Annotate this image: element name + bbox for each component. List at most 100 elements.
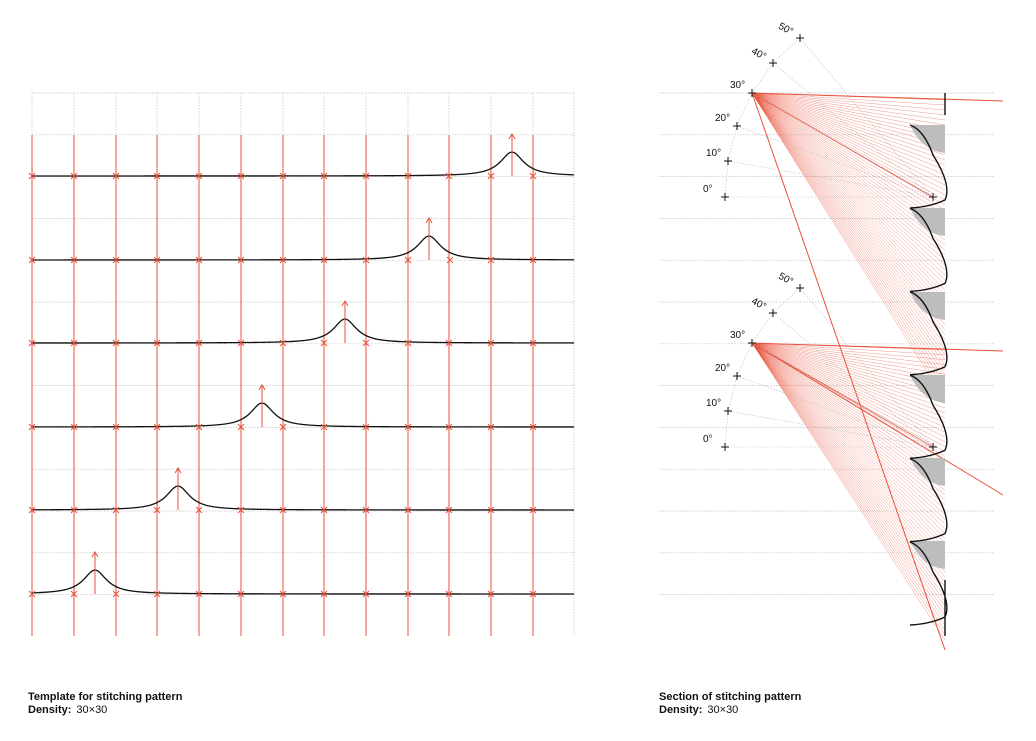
stitch-point-marker — [487, 590, 495, 598]
fabric-pocket — [910, 125, 945, 153]
fan-ray — [751, 92, 946, 326]
stitch-point-marker — [529, 423, 537, 431]
stitch-point-marker — [279, 590, 287, 598]
stitch-point-marker — [487, 506, 495, 514]
stitch-point-marker — [153, 256, 161, 264]
stitch-point-marker — [279, 506, 287, 514]
fan-ray — [751, 92, 946, 181]
angle-label: 0° — [703, 184, 713, 195]
fan-ray — [751, 342, 946, 496]
fan-ray-main — [751, 342, 1004, 496]
fan-ray — [751, 92, 946, 211]
stitch-point-marker — [404, 423, 412, 431]
stitch-point-marker — [70, 339, 78, 347]
stitch-point-marker — [445, 590, 453, 598]
angle-tick — [724, 157, 732, 165]
stitch-point-marker — [237, 423, 245, 431]
fan-ray — [751, 342, 946, 409]
fan-ray — [751, 342, 946, 539]
angle-label: 30° — [730, 330, 745, 341]
fan-ray — [751, 342, 946, 563]
stitch-point-marker — [446, 256, 454, 264]
fan-ray — [751, 92, 946, 361]
stitch-curve — [32, 485, 574, 511]
fan-ray — [751, 92, 946, 156]
fan-ray — [751, 342, 946, 515]
fan-ray-target — [751, 342, 934, 448]
stitch-point-marker — [237, 339, 245, 347]
fan-ray — [751, 342, 946, 370]
stitch-curve — [32, 151, 575, 177]
angle-arc — [724, 37, 801, 198]
fan-ray — [751, 92, 946, 171]
stitch-point-marker — [195, 590, 203, 598]
fan-ray — [751, 342, 946, 578]
stitch-point-marker — [529, 590, 537, 598]
fan-ray — [751, 342, 946, 631]
fan-ray — [751, 342, 946, 433]
fan-ray — [751, 342, 946, 472]
stitch-point-marker — [28, 339, 36, 347]
stitch-point-marker — [362, 506, 370, 514]
stitch-point-marker — [112, 423, 120, 431]
fan-ray — [751, 92, 946, 131]
angle-tick — [721, 193, 729, 201]
fan-ray — [751, 92, 946, 106]
fan-ray — [751, 342, 946, 568]
fan-ray — [751, 92, 946, 311]
stitch-point-marker — [153, 423, 161, 431]
stitch-point-marker — [70, 590, 78, 598]
right-density-value: 30×30 — [707, 704, 739, 716]
fan-ray — [751, 92, 946, 126]
fan-ray — [751, 342, 946, 423]
fabric-pocket — [910, 208, 945, 236]
fan-ray — [751, 342, 946, 447]
fabric-pocket — [910, 375, 945, 403]
stitch-point-marker — [320, 172, 328, 180]
fan-ray — [751, 92, 946, 331]
fan-ray — [751, 342, 946, 626]
fan-ray — [751, 342, 946, 592]
fan-ray — [751, 342, 946, 602]
stitch-point-marker — [404, 172, 412, 180]
peak-arrowhead — [508, 133, 516, 140]
section-profile — [909, 93, 948, 636]
stitch-point-marker — [112, 590, 120, 598]
fan-ray — [751, 92, 946, 346]
fan-ray — [751, 92, 946, 341]
stitch-point-marker — [237, 590, 245, 598]
stitch-point-marker — [404, 339, 412, 347]
peak-arrowhead — [91, 551, 99, 558]
angle-tick — [769, 309, 777, 317]
fan-ray — [751, 342, 946, 443]
stitch-point-marker — [362, 256, 370, 264]
angle-tick — [769, 59, 777, 67]
fan-ray — [751, 92, 946, 261]
fan-ray — [751, 342, 946, 505]
stitch-point-marker — [153, 172, 161, 180]
fan-ray — [751, 92, 946, 216]
fan-ray — [751, 342, 946, 360]
right-caption: Section of stitching pattern Density: 30×… — [659, 691, 801, 717]
stitch-point-marker — [112, 172, 120, 180]
fan-ray — [751, 92, 946, 226]
fan-ray — [751, 342, 946, 375]
right-caption-title: Section of stitching pattern — [659, 691, 802, 703]
fan-ray — [751, 92, 946, 121]
stitch-point-marker — [487, 256, 495, 264]
stitch-point-marker — [445, 172, 453, 180]
fan-ray — [751, 92, 946, 316]
fan-ray-horizontal — [751, 342, 1004, 352]
stitch-point-marker — [404, 506, 412, 514]
angle-label: 20° — [715, 363, 730, 374]
angle-tick — [733, 122, 741, 130]
target-tick — [929, 443, 937, 451]
angle-label: 40° — [749, 46, 768, 63]
stitch-point-marker — [279, 172, 287, 180]
stitch-point-marker — [529, 506, 537, 514]
fan-ray — [751, 342, 946, 476]
fan-ray — [751, 92, 946, 281]
stitch-point-marker — [362, 339, 370, 347]
fan-ray — [751, 92, 946, 191]
stitch-point-marker — [445, 339, 453, 347]
